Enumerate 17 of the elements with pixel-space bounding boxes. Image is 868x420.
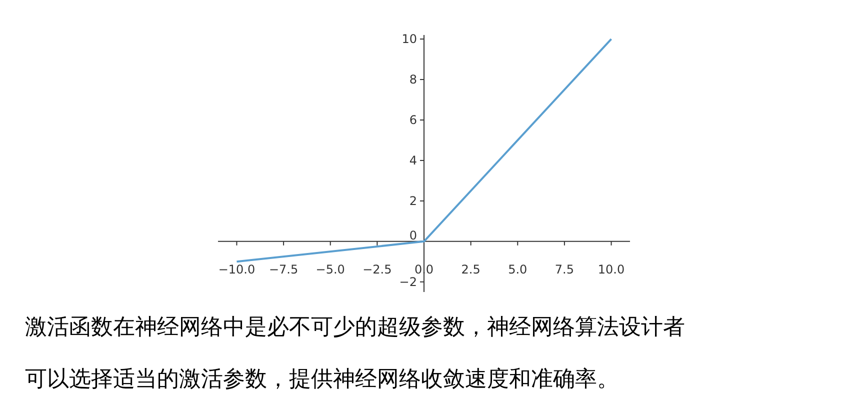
text: 激活函数在神经网络中是必不可少的超级参数，神经网络算法设计者: [25, 314, 685, 339]
x-tick-label: −7.5: [268, 262, 298, 276]
y-tick-label: 10: [402, 32, 417, 46]
x-tick-label: 5.0: [508, 262, 528, 276]
text: 可以选择适当的激活参数，提供神经网络收敛速度和准确率。: [25, 366, 619, 391]
x-tick-label: 10.0: [598, 262, 625, 276]
x-tick-label: −2.5: [362, 262, 392, 276]
y-tick-label: −2: [399, 274, 417, 289]
y-tick-label: 6: [409, 112, 417, 127]
x-tick-label: −10.0: [218, 262, 256, 276]
x-tick-label: 2.5: [461, 262, 480, 276]
y-tick-label: 4: [409, 153, 417, 168]
y-tick-label: 2: [409, 194, 417, 208]
x-tick-label: 7.5: [554, 262, 574, 276]
x-tick-label: −5.0: [316, 262, 345, 276]
y-tick-label: 0: [409, 228, 417, 242]
y-tick-label: 8: [409, 72, 417, 87]
